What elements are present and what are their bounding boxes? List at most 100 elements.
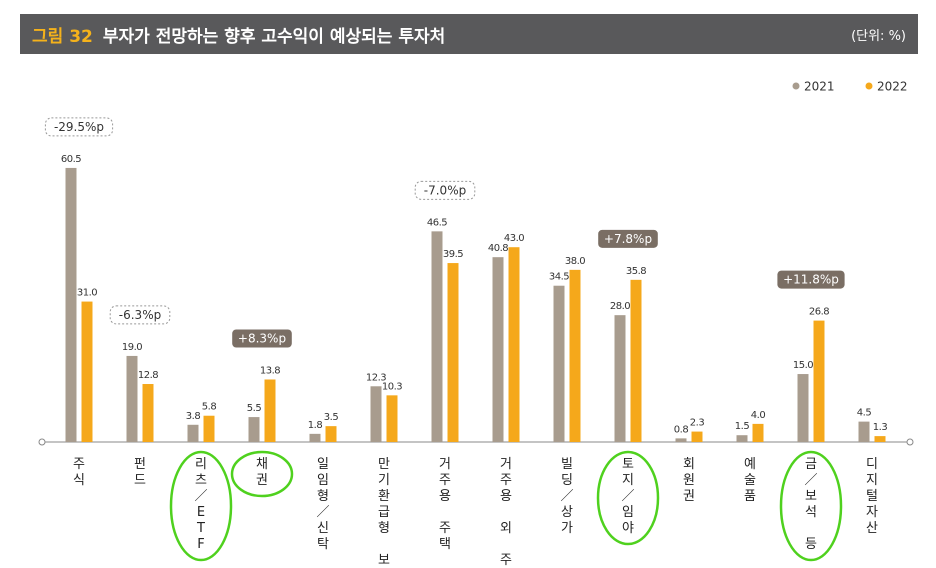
category-label-char-1-1: 드 bbox=[134, 473, 146, 488]
value-label-2021-1: 19.0 bbox=[122, 342, 142, 353]
unit-label: (단위: %) bbox=[851, 28, 906, 44]
category-label-char-1-0: 펀 bbox=[134, 457, 146, 472]
category-label-char-12-2: 보 bbox=[805, 489, 817, 504]
category-label-char-2-3: E bbox=[197, 505, 205, 520]
value-label-2022-8: 38.0 bbox=[565, 256, 585, 267]
highlight-marker-0 bbox=[169, 450, 233, 562]
value-label-2022-11: 4.0 bbox=[751, 410, 766, 421]
category-label-char-12-3: 석 bbox=[805, 505, 817, 520]
legend-marker-2021 bbox=[792, 82, 800, 90]
annotation-box-5 bbox=[777, 270, 845, 289]
category-label-char-4-1: 임 bbox=[317, 473, 329, 488]
value-label-2021-12: 15.0 bbox=[793, 360, 813, 371]
legend-marker-2022 bbox=[865, 82, 873, 90]
category-label-char-8-4: 가 bbox=[561, 521, 573, 536]
category-label-char-7-4: 외 bbox=[500, 521, 512, 536]
category-label-char-0-0: 주 bbox=[73, 457, 85, 472]
category-label-char-4-5: 탁 bbox=[317, 537, 329, 552]
annotation-text-0: -29.5%p bbox=[54, 120, 104, 134]
bar-2022-1 bbox=[142, 384, 154, 442]
category-label-char-6-5: 택 bbox=[439, 537, 451, 552]
value-label-2021-10: 0.8 bbox=[674, 424, 689, 435]
value-label-2021-5: 12.3 bbox=[366, 372, 386, 383]
category-label-char-13-1: 지 bbox=[866, 473, 878, 488]
annotation-text-1: -6.3%p bbox=[119, 308, 161, 322]
bar-2021-4 bbox=[309, 433, 321, 442]
category-label-char-5-0: 만 bbox=[378, 457, 390, 472]
category-label-char-6-2: 용 bbox=[439, 489, 451, 504]
figure-number: 그림 32 bbox=[32, 26, 93, 47]
bar-2022-12 bbox=[813, 320, 825, 442]
legend-label-2021: 2021 bbox=[804, 80, 835, 94]
axis-end-left bbox=[38, 438, 46, 446]
bar-2022-7 bbox=[508, 247, 520, 442]
category-label-char-2-2: ／ bbox=[194, 489, 207, 504]
category-label-char-9-2: ／ bbox=[621, 489, 634, 504]
bar-2022-9 bbox=[630, 279, 642, 442]
bar-2021-6 bbox=[431, 231, 443, 442]
category-label-char-12-0: 금 bbox=[805, 457, 817, 472]
value-label-2022-5: 10.3 bbox=[382, 381, 402, 392]
annotation-box-2 bbox=[232, 329, 292, 348]
category-label-char-13-0: 디 bbox=[866, 457, 878, 472]
category-label-char-2-1: 츠 bbox=[195, 473, 207, 488]
category-label-char-12-5: 등 bbox=[805, 537, 817, 552]
value-label-2021-4: 1.8 bbox=[308, 420, 323, 431]
category-label-char-2-0: 리 bbox=[195, 457, 207, 472]
bar-2022-5 bbox=[386, 395, 398, 442]
bar-2021-3 bbox=[248, 417, 260, 442]
bar-2021-8 bbox=[553, 285, 565, 442]
bar-2022-0 bbox=[81, 301, 93, 442]
value-label-2022-0: 31.0 bbox=[77, 288, 97, 299]
bar-2021-7 bbox=[492, 257, 504, 442]
bar-2021-5 bbox=[370, 386, 382, 442]
bar-2021-13 bbox=[858, 421, 870, 442]
category-label-char-8-1: 딩 bbox=[561, 473, 573, 488]
bar-2022-3 bbox=[264, 379, 276, 442]
category-label-char-10-0: 회 bbox=[683, 457, 695, 472]
category-label-char-5-4: 형 bbox=[378, 521, 390, 536]
annotation-box-4 bbox=[598, 229, 658, 248]
category-label-char-8-3: 상 bbox=[561, 505, 573, 520]
value-label-2022-3: 13.8 bbox=[260, 365, 280, 376]
annotation-box-1 bbox=[109, 305, 171, 325]
category-label-char-3-1: 권 bbox=[256, 473, 268, 488]
category-label-char-11-0: 예 bbox=[744, 457, 756, 472]
category-label-char-5-6: 보 bbox=[378, 553, 390, 568]
category-label-char-2-5: F bbox=[197, 537, 204, 552]
category-label-char-4-3: ／ bbox=[316, 505, 329, 520]
value-label-2021-13: 4.5 bbox=[857, 408, 872, 419]
category-label-char-5-1: 기 bbox=[378, 473, 390, 488]
bar-2022-10 bbox=[691, 431, 703, 442]
category-label-char-7-0: 거 bbox=[500, 457, 512, 472]
bar-2021-11 bbox=[736, 435, 748, 442]
chart-header: 그림 32 부자가 전망하는 향후 고수익이 예상되는 투자처 (단위: %) bbox=[20, 14, 918, 54]
category-label-char-7-6: 주 bbox=[500, 553, 512, 568]
bar-2022-2 bbox=[203, 415, 215, 442]
category-label-char-4-0: 일 bbox=[317, 457, 329, 472]
annotation-text-3: -7.0%p bbox=[424, 183, 466, 197]
value-label-2021-7: 40.8 bbox=[488, 243, 508, 254]
bar-2022-11 bbox=[752, 423, 764, 442]
value-label-2022-2: 5.8 bbox=[202, 402, 217, 413]
category-label-char-7-1: 주 bbox=[500, 473, 512, 488]
bar-2022-4 bbox=[325, 426, 337, 442]
category-label-char-11-2: 품 bbox=[744, 489, 756, 504]
value-label-2021-0: 60.5 bbox=[61, 154, 81, 165]
category-label-char-6-4: 주 bbox=[439, 521, 451, 536]
value-label-2021-6: 46.5 bbox=[427, 217, 447, 228]
highlight-marker-3 bbox=[779, 450, 843, 562]
legend-label-2022: 2022 bbox=[877, 80, 908, 94]
annotation-text-4: +7.8%p bbox=[604, 232, 652, 246]
value-label-2022-6: 39.5 bbox=[443, 249, 463, 260]
value-label-2021-3: 5.5 bbox=[247, 403, 262, 414]
highlight-marker-1 bbox=[230, 450, 294, 498]
value-label-2021-11: 1.5 bbox=[735, 421, 750, 432]
value-label-2022-7: 43.0 bbox=[504, 233, 524, 244]
highlight-marker-2 bbox=[596, 450, 660, 546]
value-label-2022-13: 1.3 bbox=[873, 422, 888, 433]
annotation-box-3 bbox=[414, 180, 476, 200]
category-label-char-5-3: 급 bbox=[378, 505, 390, 520]
category-label-char-7-2: 용 bbox=[500, 489, 512, 504]
category-label-char-4-4: 신 bbox=[317, 521, 329, 536]
